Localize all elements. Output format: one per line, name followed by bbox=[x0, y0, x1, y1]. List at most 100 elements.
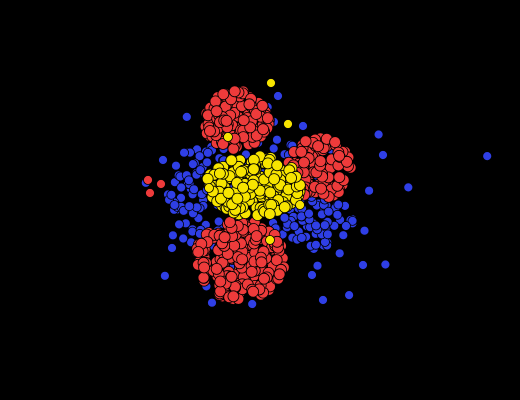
yellow-particle bbox=[271, 159, 284, 172]
blue-particle bbox=[482, 151, 493, 162]
yellow-particle bbox=[223, 132, 233, 142]
particle-layer bbox=[140, 78, 493, 309]
blue-particle bbox=[268, 143, 279, 154]
red-particle bbox=[214, 275, 227, 288]
yellow-particle bbox=[268, 173, 281, 186]
yellow-particle bbox=[247, 163, 260, 176]
red-particle bbox=[210, 262, 223, 275]
yellow-particle bbox=[246, 178, 259, 191]
red-particle bbox=[243, 98, 256, 111]
blue-particle bbox=[319, 220, 330, 231]
red-particle bbox=[218, 231, 231, 244]
red-particle bbox=[245, 265, 258, 278]
red-particle bbox=[156, 179, 166, 189]
yellow-particle bbox=[213, 167, 226, 180]
red-particle bbox=[227, 290, 240, 303]
red-particle bbox=[228, 85, 241, 98]
blue-particle bbox=[169, 200, 180, 210]
yellow-particle bbox=[283, 119, 293, 129]
red-particle bbox=[225, 270, 238, 283]
blue-particle bbox=[364, 185, 375, 196]
red-particle bbox=[143, 175, 153, 185]
red-particle bbox=[250, 230, 263, 243]
blue-particle bbox=[322, 229, 333, 240]
blue-particle bbox=[332, 209, 343, 220]
blue-particle bbox=[378, 150, 388, 160]
blue-particle bbox=[179, 147, 190, 158]
red-particle bbox=[315, 182, 328, 195]
blue-particle bbox=[167, 243, 177, 253]
blue-particle bbox=[323, 206, 334, 217]
yellow-particle bbox=[285, 172, 298, 184]
red-particle bbox=[299, 135, 312, 148]
red-particle bbox=[198, 261, 211, 274]
blue-particle bbox=[167, 230, 178, 241]
yellow-particle bbox=[265, 235, 275, 245]
red-particle bbox=[312, 140, 325, 153]
blue-particle bbox=[158, 155, 168, 165]
blue-particle bbox=[202, 157, 213, 168]
yellow-particle bbox=[222, 186, 235, 199]
yellow-particle bbox=[204, 183, 214, 193]
yellow-particle bbox=[295, 200, 305, 210]
yellow-particle bbox=[266, 78, 276, 88]
yellow-particle bbox=[264, 186, 277, 199]
blue-particle bbox=[181, 112, 192, 122]
red-particle bbox=[258, 272, 270, 285]
blue-particle bbox=[202, 147, 213, 158]
blue-particle bbox=[195, 165, 206, 176]
red-particle bbox=[255, 256, 268, 269]
blue-particle bbox=[373, 129, 384, 140]
blue-particle bbox=[178, 233, 189, 244]
red-particle bbox=[295, 145, 308, 158]
red-particle bbox=[210, 105, 223, 118]
red-particle bbox=[217, 88, 230, 100]
red-particle bbox=[247, 285, 260, 298]
blue-particle bbox=[304, 208, 314, 219]
blue-particle bbox=[187, 159, 198, 170]
red-particle bbox=[333, 149, 346, 162]
blue-particle bbox=[207, 297, 217, 308]
blue-particle bbox=[213, 216, 224, 227]
yellow-particle bbox=[278, 201, 291, 214]
yellow-particle bbox=[225, 154, 238, 167]
blue-particle bbox=[174, 219, 185, 230]
yellow-particle bbox=[235, 165, 248, 178]
blue-particle bbox=[341, 221, 351, 231]
red-particle bbox=[333, 171, 346, 184]
red-particle bbox=[236, 253, 249, 266]
blue-particle bbox=[296, 232, 307, 243]
blue-particle bbox=[359, 225, 370, 236]
yellow-particle bbox=[237, 181, 250, 194]
red-particle bbox=[314, 155, 327, 168]
blue-particle bbox=[347, 215, 358, 226]
blue-particle bbox=[166, 189, 177, 200]
red-particle bbox=[237, 114, 250, 127]
red-particle bbox=[256, 99, 269, 112]
yellow-particle bbox=[231, 192, 244, 205]
blue-particle bbox=[310, 239, 321, 250]
blue-particle bbox=[183, 175, 194, 186]
blue-particle bbox=[273, 91, 283, 101]
red-particle bbox=[197, 271, 210, 284]
blue-particle bbox=[247, 299, 258, 309]
red-particle bbox=[298, 156, 310, 169]
red-particle bbox=[220, 115, 233, 127]
red-particle bbox=[204, 125, 216, 137]
red-particle bbox=[227, 142, 240, 155]
blue-particle bbox=[159, 270, 170, 281]
red-particle bbox=[340, 155, 353, 168]
blue-particle bbox=[344, 290, 355, 301]
red-particle bbox=[192, 246, 205, 258]
blue-particle bbox=[171, 160, 181, 171]
red-particle bbox=[273, 268, 286, 281]
blue-particle bbox=[380, 259, 391, 270]
red-particle bbox=[261, 112, 274, 124]
blue-particle bbox=[189, 184, 199, 195]
blue-particle bbox=[338, 230, 349, 241]
blue-particle bbox=[176, 182, 187, 193]
yellow-particle bbox=[201, 172, 214, 185]
red-particle bbox=[145, 188, 155, 198]
blue-particle bbox=[358, 260, 368, 270]
